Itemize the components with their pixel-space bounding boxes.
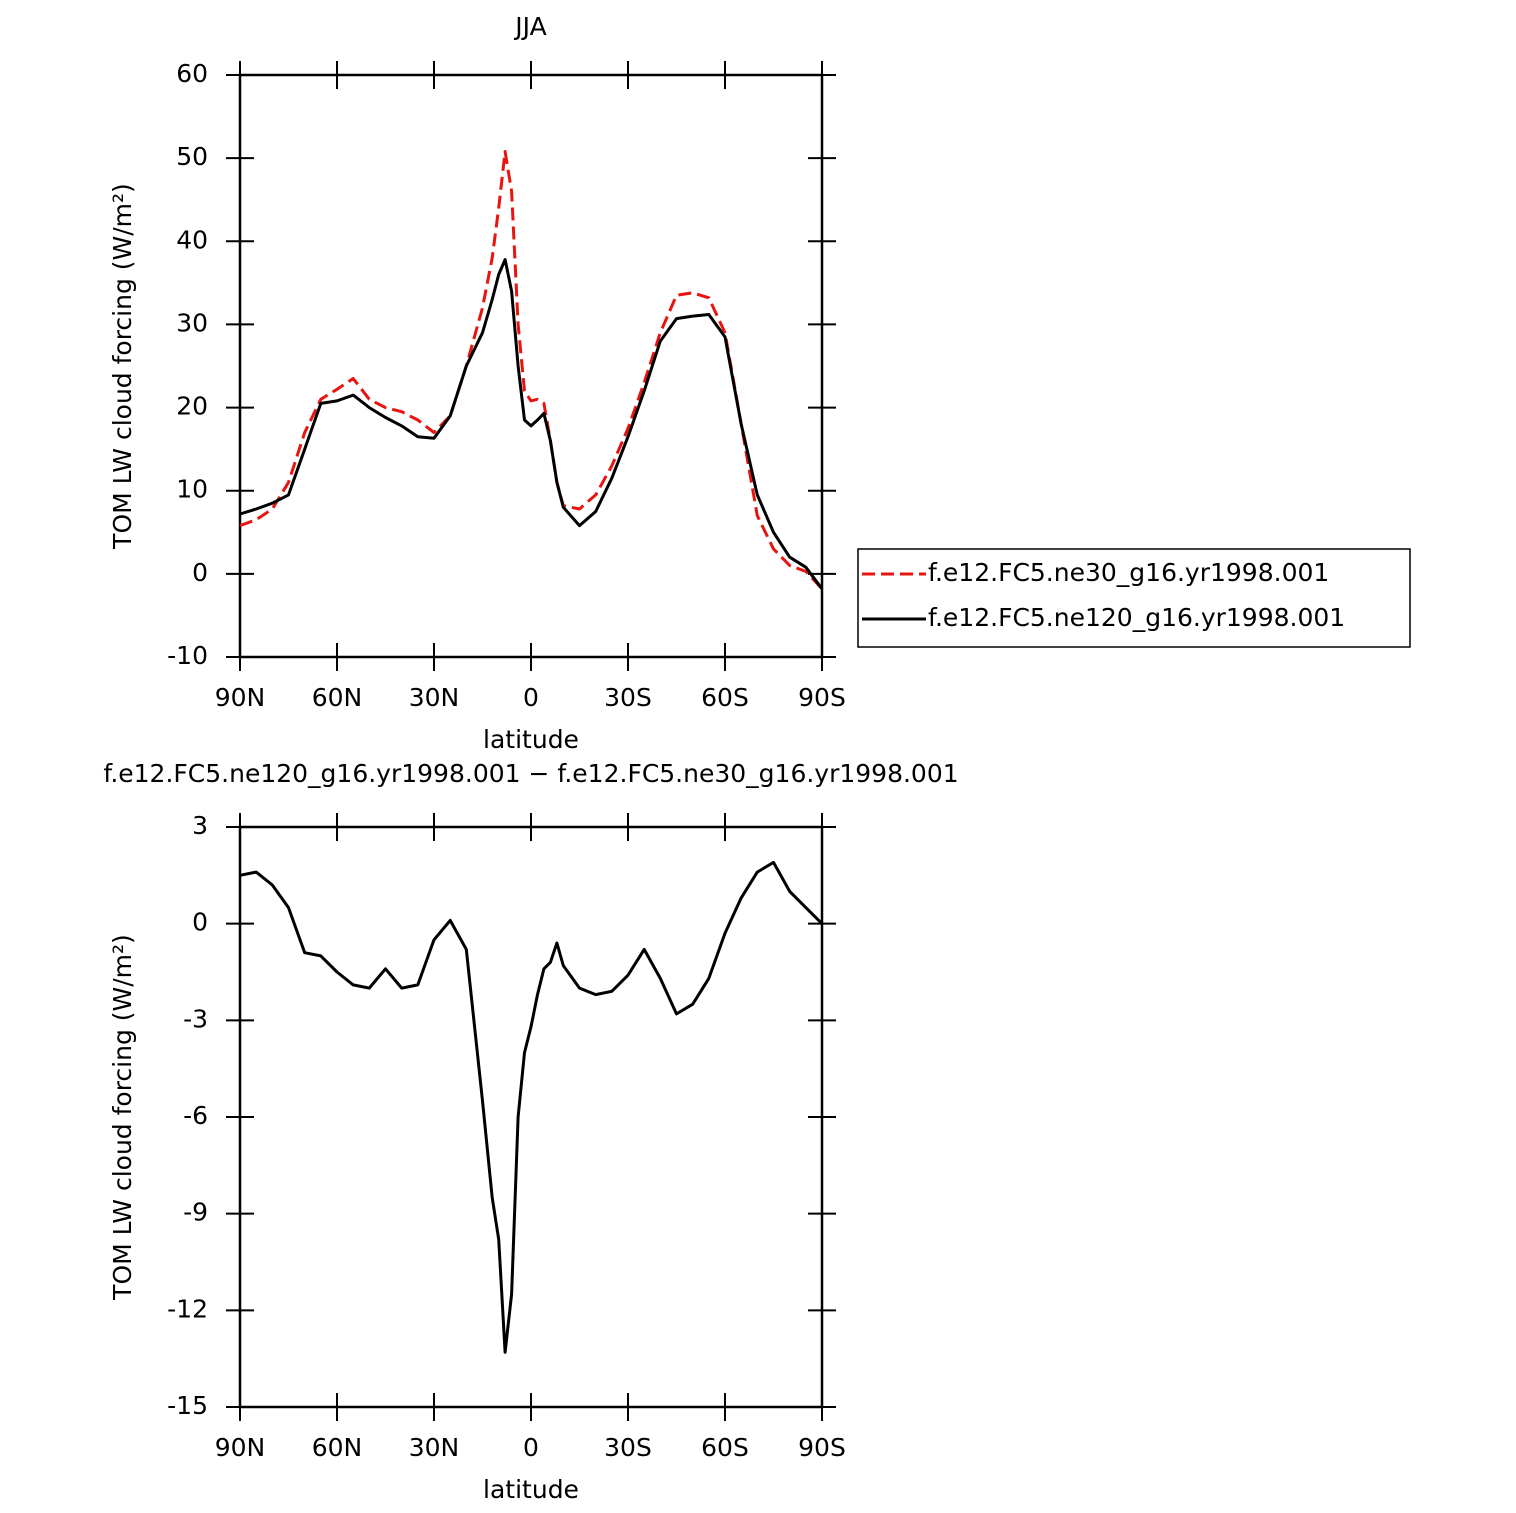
x-tick-label: 90N <box>215 1433 266 1462</box>
y-axis-label: TOM LW cloud forcing (W/m²) <box>108 934 137 1301</box>
chart-title: f.e12.FC5.ne120_g16.yr1998.001 − f.e12.F… <box>103 759 958 788</box>
data-line <box>239 150 824 590</box>
x-tick-label: 30N <box>409 683 460 712</box>
legend-label: f.e12.FC5.ne120_g16.yr1998.001 <box>928 603 1345 632</box>
y-axis-label: TOM LW cloud forcing (W/m²) <box>108 183 137 550</box>
data-line <box>239 258 824 590</box>
data-line <box>239 860 824 1354</box>
x-tick-label: 30N <box>409 1433 460 1462</box>
x-tick-label: 90S <box>798 683 846 712</box>
x-tick-label: 60S <box>701 1433 749 1462</box>
plot-frame <box>238 825 824 1409</box>
legend-label: f.e12.FC5.ne30_g16.yr1998.001 <box>928 558 1329 587</box>
y-tick-label: -15 <box>167 1391 208 1420</box>
x-tick-label: 90N <box>215 683 266 712</box>
x-tick-label: 0 <box>523 683 539 712</box>
y-tick-label: -3 <box>183 1004 208 1033</box>
y-tick-label: 3 <box>192 811 208 840</box>
x-tick-label: 60N <box>312 683 363 712</box>
y-tick-label: -6 <box>183 1101 208 1130</box>
x-tick-label: 60S <box>701 683 749 712</box>
y-tick-label: 0 <box>192 908 208 937</box>
y-tick-label: 40 <box>176 225 208 254</box>
y-tick-label: -10 <box>167 641 208 670</box>
x-tick-label: 30S <box>604 1433 652 1462</box>
y-tick-label: 20 <box>176 392 208 421</box>
x-axis-label: latitude <box>483 725 579 754</box>
x-tick-label: 0 <box>523 1433 539 1462</box>
y-tick-label: 60 <box>176 59 208 88</box>
y-tick-label: -12 <box>167 1294 208 1323</box>
y-tick-label: 50 <box>176 142 208 171</box>
y-tick-label: 0 <box>192 558 208 587</box>
plot-frame <box>238 73 824 659</box>
y-tick-label: -9 <box>183 1198 208 1227</box>
x-tick-label: 90S <box>798 1433 846 1462</box>
legend-box <box>857 548 1411 648</box>
y-tick-label: 10 <box>176 475 208 504</box>
x-axis-label: latitude <box>483 1475 579 1504</box>
y-tick-label: 30 <box>176 308 208 337</box>
chart-title: JJA <box>513 12 546 41</box>
x-tick-label: 60N <box>312 1433 363 1462</box>
x-tick-label: 30S <box>604 683 652 712</box>
